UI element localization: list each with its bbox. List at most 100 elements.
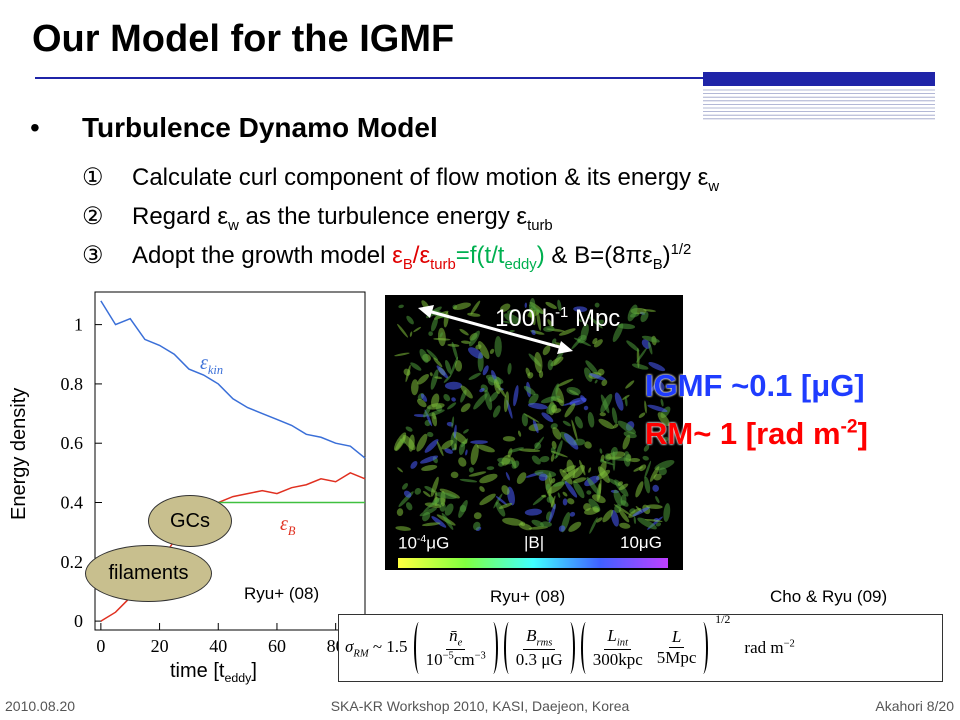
filament: [536, 309, 542, 331]
text-part: 100 h: [495, 305, 556, 332]
filament: [539, 456, 550, 463]
filament: [629, 458, 641, 463]
text-part: n̄: [449, 626, 458, 646]
filament: [600, 458, 605, 463]
filament: [518, 448, 541, 453]
filament: [495, 501, 506, 517]
filament: [596, 517, 603, 523]
filament: [411, 379, 419, 396]
text-part: 10: [425, 649, 443, 669]
filament: [585, 360, 599, 375]
filament: [521, 413, 528, 427]
filament: [618, 509, 630, 523]
filament: [564, 433, 579, 450]
filament: [468, 330, 480, 347]
filament: [635, 481, 644, 498]
energy-plot: 00.20.40.60.810 20 40 60 80: [61, 291, 366, 656]
filament: [643, 309, 656, 312]
filament: [599, 448, 603, 454]
y-axis-label: Energy density: [8, 387, 30, 520]
filament: [584, 441, 592, 449]
formula: σRM ~ 1.5 n̄e 10−5cm−3 Brms 0.3 μG Lint 300kpc…: [338, 612, 943, 682]
filament: [428, 331, 433, 337]
filament: [437, 327, 446, 347]
filament: [527, 372, 534, 379]
filament: [589, 517, 598, 534]
bullet-text: Turbulence Dynamo Model: [82, 112, 438, 143]
filament: [439, 332, 443, 338]
filament: [562, 400, 581, 406]
filament: [507, 363, 512, 375]
filament: [648, 362, 666, 372]
filament: [459, 328, 469, 336]
filament: [655, 522, 662, 527]
filament: [556, 378, 574, 387]
numerator: Brms: [523, 626, 556, 650]
formula-group: Lint 300kpc L 5Mpc 1/2: [580, 612, 730, 675]
filament: [421, 522, 441, 527]
filament: [482, 365, 489, 376]
filament: [502, 320, 514, 324]
filament: [468, 347, 483, 359]
filament: [451, 397, 456, 402]
filament: [441, 439, 454, 450]
colorbar-center: |B|: [524, 533, 545, 552]
filament: [562, 420, 571, 427]
filament: [504, 313, 521, 325]
filament: [562, 498, 568, 506]
filament: [453, 302, 471, 310]
filament: [397, 467, 403, 473]
text-part: 0.3 μG: [515, 649, 563, 669]
filament: [663, 503, 671, 522]
filament: [454, 360, 463, 372]
scale-arrow: [427, 309, 564, 350]
filament: [479, 493, 496, 506]
filament: [443, 375, 451, 383]
citation: Ryu+ (08): [244, 584, 320, 603]
text-part: & B=(8πε: [544, 242, 653, 269]
filament: [436, 440, 444, 457]
filament: [644, 400, 647, 414]
filament: [547, 319, 554, 328]
filament: [538, 370, 544, 378]
filament: [489, 348, 495, 355]
filament: [547, 359, 554, 371]
citation: Cho & Ryu (09): [770, 587, 888, 606]
decor-stripes: [703, 89, 935, 120]
numerator: Lint: [604, 626, 631, 650]
text-part: 1/2: [670, 242, 692, 258]
filament: [594, 379, 598, 384]
filament: [509, 330, 515, 333]
filament: [426, 409, 445, 417]
filament: [566, 386, 581, 396]
filament: [458, 457, 467, 467]
text-part: cm: [453, 649, 475, 669]
text-part: /ε: [412, 242, 431, 269]
text-part: −5: [442, 650, 454, 662]
filament: [540, 395, 561, 404]
filament: [633, 466, 644, 472]
filament: [583, 405, 589, 411]
filament: [429, 372, 433, 377]
text-part: -2: [840, 416, 858, 438]
text-part: B: [526, 626, 537, 646]
filament: [657, 412, 670, 427]
filament: [623, 431, 637, 439]
colorbar-max: 10μG: [620, 533, 662, 552]
filament: [587, 411, 595, 428]
filament: [420, 455, 439, 464]
filament: [550, 356, 564, 367]
filament: [529, 308, 536, 326]
filament: [625, 380, 635, 389]
filament: [551, 450, 568, 458]
item: ① Calculate curl component of flow motion…: [82, 163, 719, 195]
filament: [479, 486, 485, 492]
filament: [443, 393, 451, 402]
filament: [655, 496, 660, 504]
text-part: 300kpc: [592, 649, 643, 669]
text-part: as the turbulence energy ε: [238, 203, 528, 230]
text-part: σ: [345, 636, 354, 656]
filament: [405, 426, 413, 432]
colorbar: [398, 558, 668, 568]
filament: [545, 301, 557, 310]
